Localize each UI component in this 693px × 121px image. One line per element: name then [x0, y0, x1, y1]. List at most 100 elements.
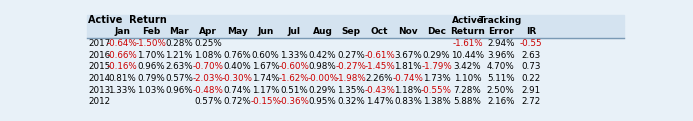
Text: IR: IR	[526, 27, 536, 37]
Text: 2.50%: 2.50%	[487, 86, 515, 95]
Text: Tracking: Tracking	[479, 16, 523, 25]
Text: 2.63%: 2.63%	[166, 62, 193, 71]
Text: -0.70%: -0.70%	[193, 62, 224, 71]
Text: -2.03%: -2.03%	[193, 74, 224, 83]
Text: -1.45%: -1.45%	[365, 62, 395, 71]
Text: 0.72%: 0.72%	[223, 97, 251, 106]
Text: -0.30%: -0.30%	[222, 74, 253, 83]
Text: 2013: 2013	[88, 86, 110, 95]
Text: -1.50%: -1.50%	[135, 39, 166, 48]
Text: 1.47%: 1.47%	[366, 97, 394, 106]
Text: 5.88%: 5.88%	[453, 97, 482, 106]
Text: Sep: Sep	[342, 27, 360, 37]
Text: 0.60%: 0.60%	[252, 51, 279, 60]
Text: 2015: 2015	[88, 62, 110, 71]
Text: 0.42%: 0.42%	[309, 51, 337, 60]
Text: 0.96%: 0.96%	[166, 86, 193, 95]
Text: 0.83%: 0.83%	[394, 97, 422, 106]
Text: 0.32%: 0.32%	[337, 97, 365, 106]
Text: 1.17%: 1.17%	[252, 86, 279, 95]
Text: 1.38%: 1.38%	[423, 97, 450, 106]
Text: Jun: Jun	[258, 27, 274, 37]
Text: 1.35%: 1.35%	[337, 86, 365, 95]
Text: 2012: 2012	[88, 97, 110, 106]
Text: 1.81%: 1.81%	[394, 62, 422, 71]
Text: -0.60%: -0.60%	[279, 62, 310, 71]
Text: 1.67%: 1.67%	[252, 62, 279, 71]
Text: Error: Error	[488, 27, 514, 37]
Text: -1.61%: -1.61%	[452, 39, 483, 48]
Text: 0.27%: 0.27%	[337, 51, 365, 60]
Text: 1.08%: 1.08%	[195, 51, 222, 60]
Text: -0.61%: -0.61%	[365, 51, 395, 60]
Text: 2016: 2016	[88, 51, 110, 60]
Text: Nov: Nov	[398, 27, 418, 37]
Text: 2.16%: 2.16%	[487, 97, 514, 106]
Bar	[87, 15, 624, 26]
Text: 0.81%: 0.81%	[109, 74, 137, 83]
Text: -0.16%: -0.16%	[107, 62, 138, 71]
Text: -0.15%: -0.15%	[250, 97, 281, 106]
Text: Active: Active	[451, 16, 483, 25]
Text: 0.76%: 0.76%	[223, 51, 251, 60]
Text: Return: Return	[450, 27, 485, 37]
Text: 0.95%: 0.95%	[309, 97, 337, 106]
Text: 4.70%: 4.70%	[487, 62, 515, 71]
Bar	[87, 26, 624, 38]
Text: -1.79%: -1.79%	[421, 62, 452, 71]
Text: 2014: 2014	[88, 74, 110, 83]
Text: 1.74%: 1.74%	[252, 74, 279, 83]
Text: 2.72: 2.72	[521, 97, 541, 106]
Text: 0.96%: 0.96%	[137, 62, 165, 71]
Text: 1.33%: 1.33%	[109, 86, 137, 95]
Text: 2.91: 2.91	[521, 86, 541, 95]
Text: 0.28%: 0.28%	[166, 39, 193, 48]
Text: 0.29%: 0.29%	[309, 86, 337, 95]
Text: Aug: Aug	[313, 27, 333, 37]
Text: -0.74%: -0.74%	[393, 74, 423, 83]
Text: Mar: Mar	[170, 27, 189, 37]
Text: -0.55: -0.55	[520, 39, 542, 48]
Text: 7.28%: 7.28%	[453, 86, 481, 95]
Text: 1.33%: 1.33%	[281, 51, 308, 60]
Text: -1.62%: -1.62%	[279, 74, 310, 83]
Text: 0.51%: 0.51%	[281, 86, 308, 95]
Text: 2.26%: 2.26%	[366, 74, 394, 83]
Text: 10.44%: 10.44%	[451, 51, 484, 60]
Text: 5.11%: 5.11%	[487, 74, 514, 83]
Text: 0.74%: 0.74%	[223, 86, 251, 95]
Text: 1.18%: 1.18%	[394, 86, 422, 95]
Text: 0.29%: 0.29%	[423, 51, 450, 60]
Text: 3.42%: 3.42%	[454, 62, 481, 71]
Text: 0.73: 0.73	[521, 62, 541, 71]
Text: Active  Return: Active Return	[88, 15, 167, 25]
Text: -0.43%: -0.43%	[364, 86, 395, 95]
Text: 2.63: 2.63	[521, 51, 541, 60]
Text: 3.67%: 3.67%	[394, 51, 422, 60]
Text: 1.73%: 1.73%	[423, 74, 450, 83]
Text: 1.21%: 1.21%	[166, 51, 193, 60]
Text: 0.22: 0.22	[521, 74, 541, 83]
Text: -0.55%: -0.55%	[421, 86, 452, 95]
Text: 0.98%: 0.98%	[309, 62, 337, 71]
Text: -0.36%: -0.36%	[279, 97, 310, 106]
Text: 1.70%: 1.70%	[137, 51, 165, 60]
Text: 0.57%: 0.57%	[166, 74, 193, 83]
Text: -0.27%: -0.27%	[335, 62, 367, 71]
Text: 0.25%: 0.25%	[195, 39, 222, 48]
Text: Apr: Apr	[200, 27, 217, 37]
Text: 3.96%: 3.96%	[487, 51, 514, 60]
Text: 0.40%: 0.40%	[223, 62, 251, 71]
Text: 2.94%: 2.94%	[487, 39, 514, 48]
Text: 1.10%: 1.10%	[454, 74, 481, 83]
Text: -0.64%: -0.64%	[107, 39, 138, 48]
Text: -0.00%: -0.00%	[307, 74, 338, 83]
Text: 0.79%: 0.79%	[137, 74, 165, 83]
Text: -1.98%: -1.98%	[336, 74, 367, 83]
Text: Dec: Dec	[427, 27, 446, 37]
Text: -0.48%: -0.48%	[193, 86, 224, 95]
Text: May: May	[227, 27, 247, 37]
Text: 1.03%: 1.03%	[137, 86, 165, 95]
Text: Jul: Jul	[288, 27, 301, 37]
Text: 0.57%: 0.57%	[194, 97, 222, 106]
